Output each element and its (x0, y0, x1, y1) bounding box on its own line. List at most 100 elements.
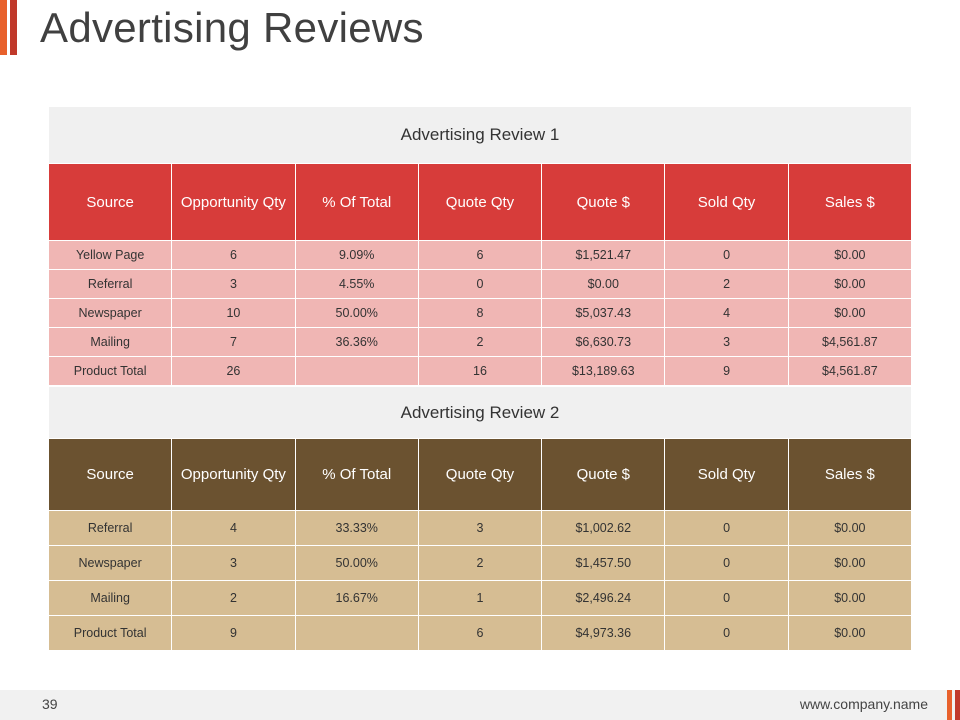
column-header-opportunity-qty: Opportunity Qty (171, 163, 296, 241)
table-cell: $13,189.63 (541, 356, 666, 386)
table-cell: 6 (417, 240, 543, 270)
table-cell: Newspaper (47, 298, 173, 328)
table-cell: 7 (171, 327, 296, 357)
table-cell: Mailing (47, 580, 173, 616)
table-cell: 16.67% (294, 580, 419, 616)
table-cell: 16 (417, 356, 543, 386)
table-cell: 50.00% (294, 545, 419, 581)
column-header-source: Source (47, 438, 173, 511)
table-cell: Product Total (47, 356, 173, 386)
table-cell: 3 (664, 327, 789, 357)
accent-bar-orange (0, 0, 7, 55)
column-header-sold-qty: Sold Qty (664, 163, 789, 241)
table-cell: $0.00 (787, 240, 913, 270)
table-row: Referral 3 4.55% 0 $0.00 2 $0.00 (47, 269, 913, 299)
table-row: Mailing 7 36.36% 2 $6,630.73 3 $4,561.87 (47, 327, 913, 357)
table-cell: 36.36% (294, 327, 419, 357)
table-cell: $1,457.50 (541, 545, 666, 581)
table-cell: 4 (664, 298, 789, 328)
table-cell: $4,561.87 (787, 356, 913, 386)
table-cell: 1 (417, 580, 543, 616)
table-cell: Product Total (47, 615, 173, 651)
table-cell: $2,496.24 (541, 580, 666, 616)
table-cell: $0.00 (541, 269, 666, 299)
table-cell: 8 (417, 298, 543, 328)
table-cell: 33.33% (294, 510, 419, 546)
page-title: Advertising Reviews (40, 4, 424, 51)
slide-footer: 39 www.company.name (0, 690, 960, 720)
table-cell: 0 (664, 580, 789, 616)
table-cell: 2 (417, 545, 543, 581)
table-caption-row: Advertising Review 1 (48, 106, 912, 164)
table-cell: 0 (664, 615, 789, 651)
table-cell (294, 356, 419, 386)
table-cell: $0.00 (787, 269, 913, 299)
table-cell: $0.00 (787, 615, 913, 651)
table-cell: Newspaper (47, 545, 173, 581)
table-cell: 50.00% (294, 298, 419, 328)
accent-bar-orange (947, 690, 952, 720)
table-cell: $0.00 (787, 545, 913, 581)
accent-bar-red (10, 0, 17, 55)
table-caption: Advertising Review 1 (48, 106, 912, 164)
table-row: Yellow Page 6 9.09% 6 $1,521.47 0 $0.00 (47, 240, 913, 270)
table-cell: 0 (664, 240, 789, 270)
table-cell: 26 (171, 356, 296, 386)
advertising-tables: Advertising Review 1 Source Opportunity … (47, 106, 913, 651)
top-left-accent-bars (0, 0, 17, 55)
table-row-product-total: Product Total 9 6 $4,973.36 0 $0.00 (47, 615, 913, 651)
table-cell: 3 (171, 269, 296, 299)
advertising-review-1-table: Advertising Review 1 Source Opportunity … (47, 106, 913, 386)
table-row: Mailing 2 16.67% 1 $2,496.24 0 $0.00 (47, 580, 913, 616)
column-header-source: Source (47, 163, 173, 241)
column-header-pct-of-total: % Of Total (294, 438, 419, 511)
table-cell: $4,973.36 (541, 615, 666, 651)
table-cell: 0 (664, 545, 789, 581)
table-row: Referral 4 33.33% 3 $1,002.62 0 $0.00 (47, 510, 913, 546)
column-header-quote-qty: Quote Qty (417, 163, 543, 241)
footer-url: www.company.name (799, 696, 928, 712)
column-header-sales-dollars: Sales $ (787, 438, 913, 511)
table-cell: 2 (664, 269, 789, 299)
table-cell: $6,630.73 (541, 327, 666, 357)
table-cell: Yellow Page (47, 240, 173, 270)
column-header-quote-dollars: Quote $ (541, 438, 666, 511)
accent-bar-red (955, 690, 960, 720)
table-cell: 6 (417, 615, 543, 651)
table-cell: 9 (171, 615, 296, 651)
table-cell: Referral (47, 269, 173, 299)
table-cell: 4 (171, 510, 296, 546)
table-cell: $0.00 (787, 510, 913, 546)
table-cell: 9.09% (294, 240, 419, 270)
table-cell: $1,002.62 (541, 510, 666, 546)
table-header-row: Source Opportunity Qty % Of Total Quote … (47, 163, 913, 241)
page-number: 39 (42, 696, 58, 712)
table-cell: $1,521.47 (541, 240, 666, 270)
bottom-right-accent-bars (947, 690, 960, 720)
table-caption-row: Advertising Review 2 (48, 386, 912, 439)
table-cell: Mailing (47, 327, 173, 357)
table-cell: 3 (417, 510, 543, 546)
table-cell: 10 (171, 298, 296, 328)
table-cell: $0.00 (787, 298, 913, 328)
table-cell: 3 (171, 545, 296, 581)
table-caption: Advertising Review 2 (48, 386, 912, 439)
table-row-product-total: Product Total 26 16 $13,189.63 9 $4,561.… (47, 356, 913, 386)
column-header-opportunity-qty: Opportunity Qty (171, 438, 296, 511)
table-cell (294, 615, 419, 651)
table-cell: $5,037.43 (541, 298, 666, 328)
table-cell: 6 (171, 240, 296, 270)
table-header-row: Source Opportunity Qty % Of Total Quote … (47, 438, 913, 511)
table-cell: 0 (664, 510, 789, 546)
table-row: Newspaper 3 50.00% 2 $1,457.50 0 $0.00 (47, 545, 913, 581)
column-header-sales-dollars: Sales $ (787, 163, 913, 241)
table-cell: 9 (664, 356, 789, 386)
column-header-pct-of-total: % Of Total (294, 163, 419, 241)
column-header-sold-qty: Sold Qty (664, 438, 789, 511)
table-cell: 2 (171, 580, 296, 616)
table-cell: $4,561.87 (787, 327, 913, 357)
table-cell: 0 (417, 269, 543, 299)
table-cell: 2 (417, 327, 543, 357)
table-row: Newspaper 10 50.00% 8 $5,037.43 4 $0.00 (47, 298, 913, 328)
table-cell: 4.55% (294, 269, 419, 299)
